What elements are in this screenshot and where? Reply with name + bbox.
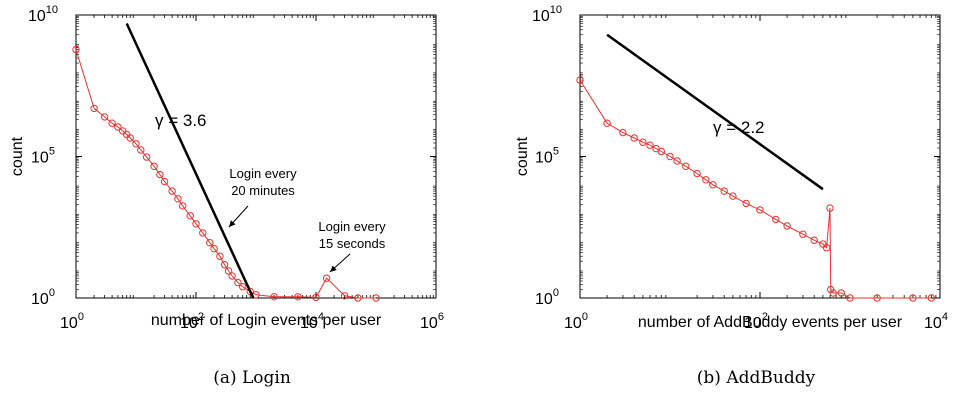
- data-point: [108, 119, 116, 127]
- data-point: [756, 206, 764, 214]
- y-axis-label: count: [9, 136, 26, 176]
- series-line: [75, 49, 376, 299]
- annotation-text: Login every: [229, 166, 297, 181]
- data-point: [666, 152, 674, 161]
- data-point: [873, 294, 881, 302]
- x-tick-label: 106: [420, 311, 444, 332]
- data-point: [709, 181, 717, 189]
- x-tick-label: 104: [924, 311, 948, 332]
- data-point: [160, 177, 169, 186]
- data-point: [72, 45, 80, 54]
- data-point: [179, 202, 187, 210]
- data-point: [619, 128, 627, 137]
- data-point: [673, 157, 681, 165]
- data-point: [742, 199, 750, 208]
- data-point: [729, 192, 737, 200]
- x-axis-label: number of AddBuddy events per user: [638, 314, 903, 331]
- panel-caption: (a) Login: [213, 368, 291, 388]
- data-point: [142, 153, 151, 161]
- data-point: [354, 294, 362, 302]
- data-point: [132, 140, 140, 148]
- data-point: [220, 261, 229, 269]
- data-point: [826, 204, 834, 212]
- data-point: [168, 187, 176, 195]
- data-point: [126, 134, 134, 142]
- annotation-text: Login every: [318, 219, 386, 234]
- data-point: [927, 294, 935, 302]
- data-point: [603, 119, 611, 127]
- panel-login: 100 102 104 106 100 105 1010 number of Login ev…: [9, 4, 444, 388]
- data-point: [294, 293, 302, 301]
- data-point: [657, 147, 665, 156]
- y-tick-label: 100: [535, 287, 559, 308]
- y-tick-label: 1010: [532, 4, 562, 25]
- fit-line-label: γ = 3.6: [155, 111, 207, 130]
- data-point: [783, 222, 791, 230]
- data-point: [270, 293, 278, 301]
- data-point: [192, 220, 200, 228]
- data-point: [156, 170, 164, 179]
- fit-line: [606, 33, 824, 191]
- data-point: [909, 294, 917, 302]
- data-point: [639, 138, 647, 146]
- data-point: [372, 294, 380, 302]
- fit-line: [125, 22, 255, 299]
- plot-frame: [75, 14, 437, 299]
- x-tick-label: 102: [180, 311, 204, 332]
- annotation-arrowhead: [229, 220, 236, 227]
- data-point: [693, 169, 701, 178]
- data-point: [210, 245, 218, 253]
- y-tick-label: 105: [31, 146, 55, 167]
- fit-line-label: γ = 2.2: [713, 118, 765, 137]
- data-point: [137, 146, 145, 154]
- series-line: [579, 79, 932, 299]
- data-point: [576, 76, 584, 84]
- x-tick-label: 100: [564, 311, 588, 332]
- data-point: [150, 162, 158, 171]
- y-tick-label: 105: [535, 146, 559, 167]
- data-point: [799, 230, 807, 238]
- annotation-text: 20 minutes: [231, 183, 295, 198]
- data-point: [846, 294, 854, 302]
- panel-addbuddy: 100 102 104 100 105 1010 number of AddBuddy ev…: [514, 4, 948, 388]
- data-point: [312, 293, 320, 302]
- data-point: [224, 267, 233, 275]
- y-tick-label: 1010: [28, 4, 58, 25]
- data-point: [702, 176, 710, 184]
- x-tick-label: 102: [744, 311, 768, 332]
- panel-caption: (b) AddBuddy: [697, 368, 816, 388]
- data-point: [772, 215, 780, 224]
- y-axis-label: count: [514, 136, 531, 176]
- data-point: [199, 229, 207, 237]
- x-tick-label: 104: [300, 311, 324, 332]
- data-point: [174, 195, 182, 203]
- data-point: [340, 292, 349, 300]
- plot-frame: [579, 14, 941, 299]
- x-tick-label: 100: [60, 311, 84, 332]
- data-point: [829, 289, 837, 297]
- data-point: [216, 252, 224, 260]
- data-point: [186, 212, 194, 220]
- x-axis-label: number of Login events per user: [151, 312, 382, 329]
- data-point: [246, 287, 254, 296]
- annotation-arrowhead: [330, 265, 337, 272]
- data-point: [100, 113, 109, 121]
- data-point: [322, 274, 331, 282]
- data-point: [228, 272, 236, 280]
- data-point: [822, 244, 831, 252]
- data-point: [630, 134, 638, 142]
- data-point: [234, 278, 242, 287]
- data-point: [810, 236, 818, 244]
- y-tick-label: 100: [31, 287, 55, 308]
- data-point: [682, 162, 690, 171]
- data-point: [720, 187, 728, 195]
- data-point: [646, 141, 654, 149]
- data-point: [239, 283, 247, 291]
- data-point: [114, 123, 122, 131]
- data-point: [90, 104, 98, 113]
- data-point: [206, 239, 214, 247]
- data-point: [837, 289, 845, 297]
- annotation-text: 15 seconds: [319, 236, 386, 251]
